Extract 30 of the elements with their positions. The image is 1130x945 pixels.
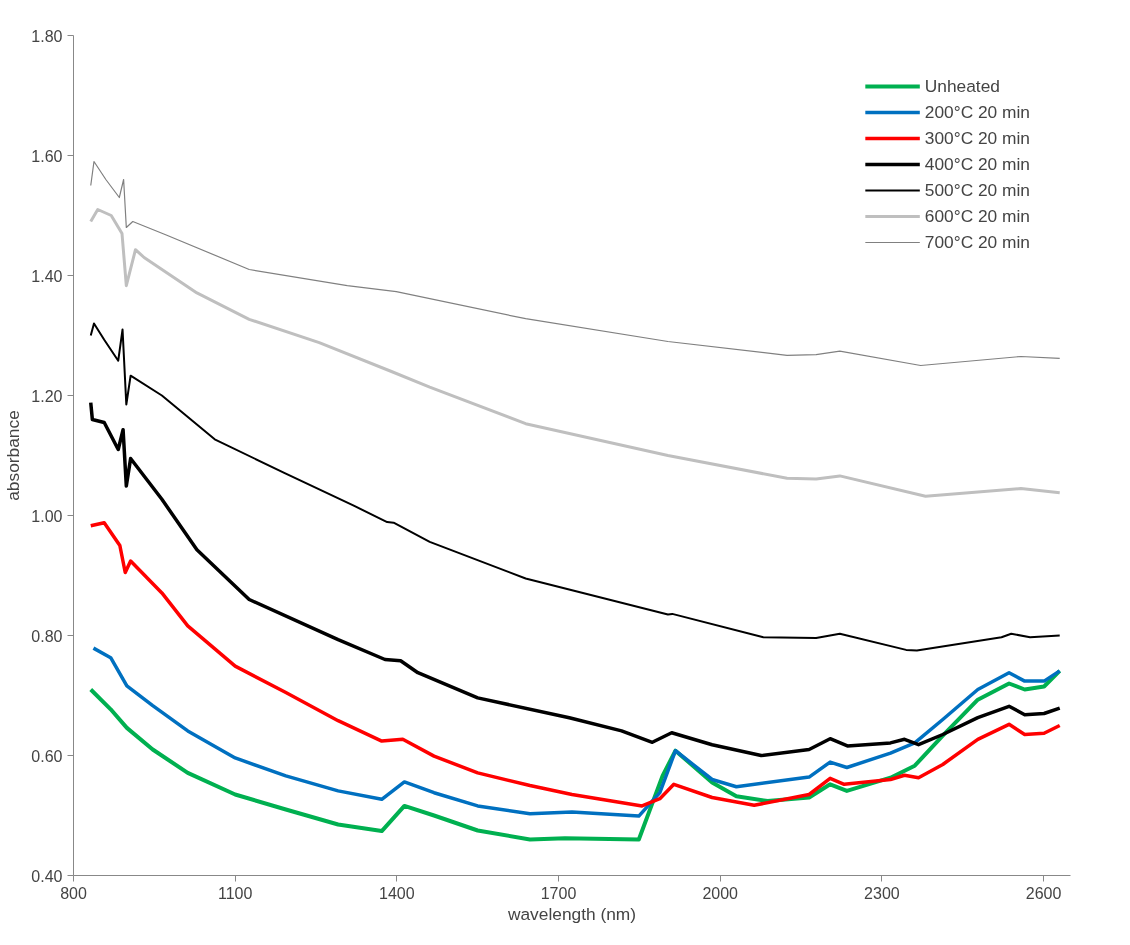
x-tick-label: 2600 [1025,884,1062,902]
line-series [89,520,1062,808]
x-tick-label: 2000 [702,884,739,902]
x-axis-title: wavelength (nm) [506,903,637,924]
y-tick-label: 1.80 [31,27,63,45]
y-tick-label: 0.80 [31,627,63,645]
y-tick-label: 1.20 [31,387,63,405]
line-series [89,400,1062,758]
y-tick-label: 1.60 [31,147,63,165]
x-tick-label: 1100 [217,884,253,902]
y-axis-title: absorbance [3,410,24,501]
legend-label: 300°C 20 min [924,127,1030,149]
legend-label: Unheated [924,75,1000,97]
line-series [89,322,1061,652]
x-tick-label: 1700 [540,884,577,902]
x-tick-label: 1400 [379,884,415,902]
line-series [89,208,1062,498]
line-series [91,646,1062,818]
y-tick-label: 1.00 [31,507,63,525]
y-tick-label: 0.60 [31,747,63,765]
legend-label: 700°C 20 min [924,231,1030,253]
y-tick-label: 1.40 [31,267,63,285]
legend-label: 600°C 20 min [924,205,1030,227]
x-tick-label: 800 [60,884,87,902]
legend-label: 500°C 20 min [924,179,1030,201]
x-tick-label: 2300 [864,884,900,902]
legend-label: 400°C 20 min [924,153,1030,175]
y-tick-label: 0.40 [31,867,63,885]
line-series [90,160,1061,367]
legend-label: 200°C 20 min [924,101,1030,123]
